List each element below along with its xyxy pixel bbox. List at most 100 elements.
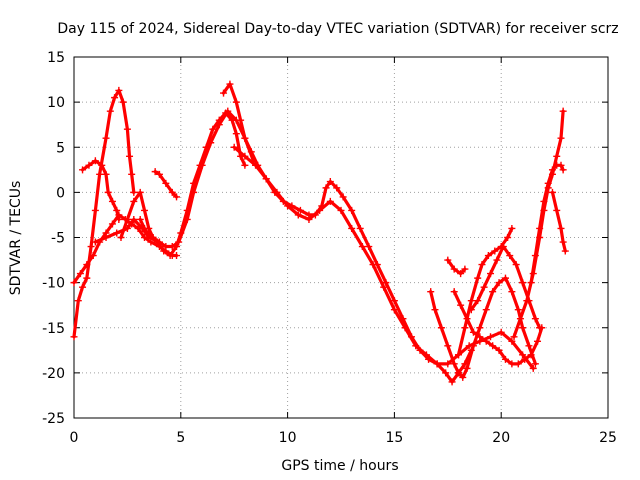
data-point [168, 188, 176, 196]
data-point [220, 89, 228, 97]
y-tick-label: -20 [42, 366, 65, 382]
x-tick-label: 5 [176, 430, 185, 446]
data-point [123, 125, 131, 133]
data-point [348, 206, 356, 214]
data-point [527, 279, 535, 287]
data-point [326, 197, 334, 205]
data-point [83, 261, 91, 269]
data-point [482, 337, 490, 345]
data-point [358, 243, 366, 251]
data-point [457, 301, 465, 309]
data-point [557, 134, 565, 142]
data-point [294, 211, 302, 219]
data-point [454, 369, 462, 377]
series-track-16 [527, 161, 567, 287]
y-tick-label: 10 [47, 95, 65, 111]
data-point [548, 166, 556, 174]
y-tick-label: -5 [51, 231, 65, 247]
data-point [448, 378, 456, 386]
data-point [136, 215, 144, 223]
data-point [252, 161, 260, 169]
data-point [102, 234, 110, 241]
data-point [531, 252, 539, 260]
data-point [128, 170, 136, 178]
data-point [450, 265, 458, 273]
data-point [390, 297, 398, 305]
data-point [74, 297, 82, 305]
data-point [454, 351, 462, 359]
data-point [491, 247, 499, 255]
data-point [115, 211, 123, 219]
data-point [553, 152, 561, 160]
data-point [529, 364, 537, 372]
data-point [237, 116, 245, 124]
data-point [382, 279, 390, 287]
data-point [130, 197, 138, 205]
data-point [508, 288, 516, 296]
data-point [305, 215, 313, 223]
data-point [444, 256, 452, 264]
data-point [91, 157, 99, 165]
data-point [559, 166, 567, 174]
data-point [493, 256, 501, 264]
data-point [147, 234, 155, 241]
data-point [296, 206, 304, 214]
data-point [108, 220, 116, 228]
series-trace [72, 88, 136, 339]
series-trace [221, 82, 473, 384]
data-point [380, 283, 388, 291]
y-tick-label: -15 [42, 321, 65, 337]
data-point [450, 360, 458, 368]
data-point [390, 306, 398, 314]
data-point [412, 342, 420, 350]
series-track-2 [79, 157, 123, 223]
data-point [469, 328, 477, 336]
data-point [557, 224, 565, 232]
data-point [476, 333, 484, 341]
x-tick-label: 25 [599, 430, 617, 446]
data-point [166, 252, 174, 260]
data-point [548, 188, 556, 196]
data-point [499, 243, 507, 251]
series-track-8 [220, 80, 475, 386]
data-point [501, 355, 509, 363]
series-track-7 [151, 168, 181, 201]
data-point [126, 152, 134, 160]
x-tick-label: 20 [492, 430, 510, 446]
data-point [162, 179, 170, 187]
data-point [196, 161, 204, 169]
data-point [501, 274, 509, 282]
data-point [482, 306, 490, 314]
x-tick-label: 10 [279, 430, 297, 446]
data-point [190, 179, 198, 187]
data-point [525, 342, 533, 350]
data-point [183, 206, 191, 214]
data-point [151, 168, 159, 176]
data-point [111, 94, 119, 102]
y-tick-label: -10 [42, 276, 65, 292]
data-point [155, 170, 163, 178]
grid-lines [74, 57, 608, 418]
data-point [91, 206, 99, 214]
data-point [232, 130, 240, 138]
data-point [531, 360, 539, 368]
data-point [87, 243, 95, 251]
data-point [521, 355, 529, 363]
data-point [369, 261, 377, 269]
series-track-9 [230, 143, 537, 372]
data-point [461, 324, 469, 332]
y-tick-label: -25 [42, 411, 65, 427]
data-point [339, 193, 347, 201]
data-point [113, 229, 121, 237]
data-point [544, 179, 552, 187]
data-point [461, 265, 469, 273]
data-point [333, 184, 341, 192]
data-point [316, 206, 324, 214]
data-point [478, 261, 486, 269]
data-point [559, 107, 567, 115]
data-point [113, 206, 121, 214]
data-point [173, 193, 181, 201]
data-point [480, 283, 488, 291]
data-point [497, 328, 505, 336]
data-point [79, 283, 87, 291]
